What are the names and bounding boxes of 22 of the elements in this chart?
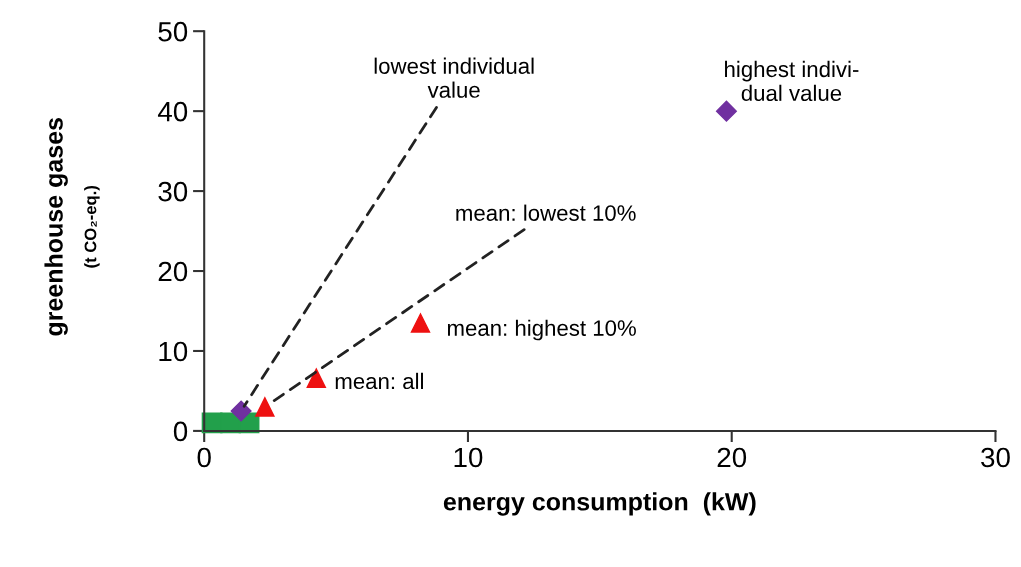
y-tick-label: 30: [158, 181, 188, 202]
point: [255, 397, 275, 417]
y-tick-label: 0: [173, 421, 188, 442]
annotation: mean: all: [335, 372, 423, 390]
y-tick-label: 50: [158, 21, 188, 42]
y-axis-title: greenhouse gases (t CO₂-eq.): [44, 118, 100, 336]
point: [410, 313, 431, 333]
y-tick-label: 40: [157, 101, 188, 122]
annotation: mean: lowest 10%: [456, 204, 636, 221]
y-tick-label: 20: [158, 261, 188, 282]
x-tick-label: 20: [717, 447, 747, 468]
point: [230, 400, 252, 422]
x-axis-title: energy consumption (kW): [443, 492, 756, 516]
annotation: highest indivi- dual value: [725, 60, 859, 102]
annotation: lowest individual value: [374, 57, 534, 98]
point: [715, 100, 737, 122]
x-tick-label: 10: [454, 447, 483, 468]
annotation: mean: highest 10%: [447, 319, 636, 341]
point: [306, 368, 327, 388]
x-tick-label: 30: [981, 447, 1010, 468]
y-tick-label: 10: [159, 341, 188, 362]
x-tick-label: 0: [197, 447, 211, 468]
